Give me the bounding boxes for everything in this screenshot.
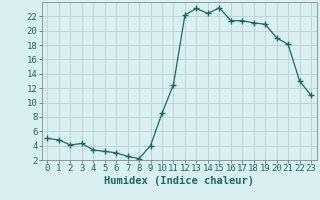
- X-axis label: Humidex (Indice chaleur): Humidex (Indice chaleur): [104, 176, 254, 186]
